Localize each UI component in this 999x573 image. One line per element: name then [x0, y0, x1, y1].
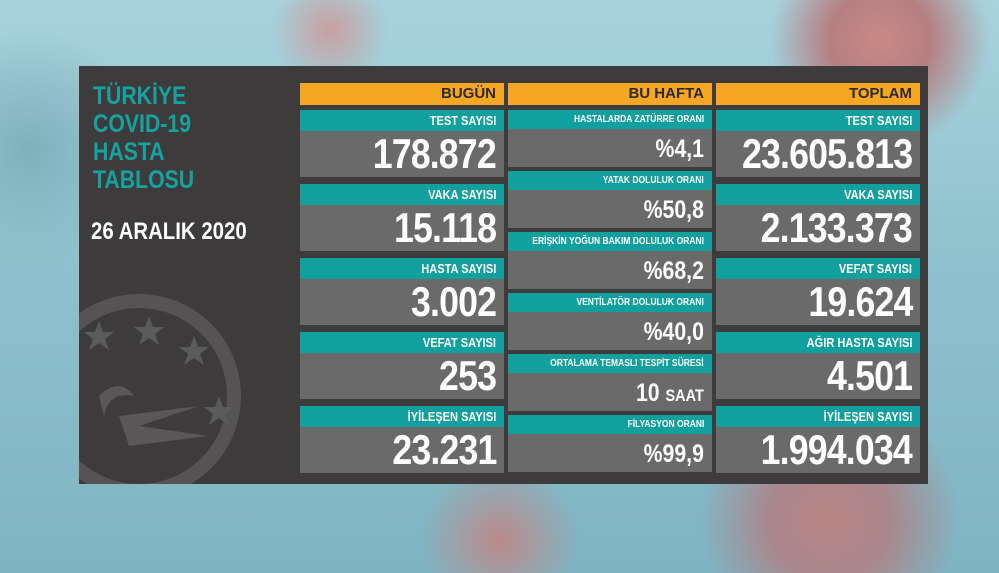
- card-value: 1.994.034: [760, 427, 913, 473]
- card-label: VEFAT SAYISI: [838, 261, 912, 276]
- report-date: 26 ARALIK 2020: [91, 218, 247, 245]
- card-value-bar: %4,1: [508, 129, 712, 167]
- week-bed-card: YATAK DOLULUK ORANI %50,8: [508, 171, 712, 228]
- card-label: ORTALAMA TEMASLI TESPİT SÜRESİ: [550, 358, 704, 369]
- card-label: VEFAT SAYISI: [422, 335, 496, 350]
- card-label-bar: VAKA SAYISI: [716, 184, 920, 205]
- card-label: VAKA SAYISI: [427, 187, 496, 202]
- card-label-bar: HASTALARDA ZATÜRRE ORANI: [508, 110, 712, 129]
- total-case-card: VAKA SAYISI 2.133.373: [716, 184, 920, 251]
- card-value-bar: 178.872: [300, 131, 504, 177]
- card-label-bar: İYİLEŞEN SAYISI: [716, 406, 920, 427]
- card-value: 3.002: [410, 279, 497, 325]
- card-value: 10 SAAT: [636, 373, 704, 411]
- card-value: 23.231: [391, 427, 497, 473]
- total-test-card: TEST SAYISI 23.605.813: [716, 110, 920, 177]
- week-header: BU HAFTA: [508, 83, 712, 105]
- card-value: 178.872: [372, 131, 497, 177]
- ministry-emblem-icon: [79, 294, 241, 486]
- title-line: TÜRKİYE: [93, 82, 187, 110]
- value-unit: SAAT: [665, 386, 704, 405]
- card-label-bar: ERİŞKİN YOĞUN BAKIM DOLULUK ORANI: [508, 232, 712, 251]
- card-value: %50,8: [643, 196, 704, 224]
- week-ventilator-card: VENTİLATÖR DOLULUK ORANI %40,0: [508, 293, 712, 350]
- card-label: TEST SAYISI: [429, 113, 496, 128]
- today-column: BUGÜN TEST SAYISI 178.872 VAKA SAYISI 15.1…: [300, 83, 504, 473]
- card-label-bar: TEST SAYISI: [300, 110, 504, 131]
- card-label-bar: VEFAT SAYISI: [716, 258, 920, 279]
- today-death-card: VEFAT SAYISI 253: [300, 332, 504, 399]
- card-value: %68,2: [643, 257, 704, 285]
- today-case-card: VAKA SAYISI 15.118: [300, 184, 504, 251]
- card-label: İYİLEŞEN SAYISI: [407, 409, 496, 424]
- card-label-bar: ORTALAMA TEMASLI TESPİT SÜRESİ: [508, 354, 712, 373]
- card-label-bar: HASTA SAYISI: [300, 258, 504, 279]
- card-value-bar: 23.605.813: [716, 131, 920, 177]
- total-column: TOPLAM TEST SAYISI 23.605.813 VAKA SAYISI…: [716, 83, 920, 473]
- card-value: 15.118: [393, 205, 497, 251]
- card-value-bar: 23.231: [300, 427, 504, 473]
- page-title: TÜRKİYE COVID-19 HASTA TABLOSU: [93, 82, 194, 194]
- card-label-bar: VEFAT SAYISI: [300, 332, 504, 353]
- card-label-bar: TEST SAYISI: [716, 110, 920, 131]
- card-value-bar: 1.994.034: [716, 427, 920, 473]
- card-label-bar: FİLYASYON ORANI: [508, 415, 712, 434]
- title-line: HASTA: [93, 138, 165, 166]
- week-column: BU HAFTA HASTALARDA ZATÜRRE ORANI %4,1 YA…: [508, 83, 712, 472]
- title-line: TABLOSU: [93, 166, 195, 194]
- card-value: 253: [438, 353, 497, 399]
- title-line: COVID-19: [93, 110, 192, 138]
- card-label-bar: VENTİLATÖR DOLULUK ORANI: [508, 293, 712, 312]
- card-label: VAKA SAYISI: [843, 187, 912, 202]
- total-header: TOPLAM: [716, 83, 920, 105]
- card-value: %40,0: [643, 318, 704, 346]
- value-number: 10: [636, 379, 660, 407]
- card-label: VENTİLATÖR DOLULUK ORANI: [576, 297, 704, 308]
- card-value: 2.133.373: [760, 205, 913, 251]
- today-recovered-card: İYİLEŞEN SAYISI 23.231: [300, 406, 504, 473]
- total-recovered-card: İYİLEŞEN SAYISI 1.994.034: [716, 406, 920, 473]
- card-value: 23.605.813: [741, 131, 913, 177]
- card-value-bar: 3.002: [300, 279, 504, 325]
- card-value-bar: 2.133.373: [716, 205, 920, 251]
- card-value-bar: %40,0: [508, 312, 712, 350]
- today-test-card: TEST SAYISI 178.872: [300, 110, 504, 177]
- card-value-bar: 15.118: [300, 205, 504, 251]
- card-value-bar: %99,9: [508, 434, 712, 472]
- card-value-bar: %68,2: [508, 251, 712, 289]
- card-value-bar: 4.501: [716, 353, 920, 399]
- card-label: İYİLEŞEN SAYISI: [823, 409, 912, 424]
- today-header: BUGÜN: [300, 83, 504, 105]
- card-label: AĞIR HASTA SAYISI: [806, 335, 912, 350]
- card-label: HASTA SAYISI: [420, 261, 496, 276]
- card-label: HASTALARDA ZATÜRRE ORANI: [573, 114, 704, 125]
- card-label: YATAK DOLULUK ORANI: [603, 175, 704, 186]
- week-contact-time-card: ORTALAMA TEMASLI TESPİT SÜRESİ 10 SAAT: [508, 354, 712, 411]
- week-filiation-card: FİLYASYON ORANI %99,9: [508, 415, 712, 472]
- card-value: 4.501: [826, 353, 913, 399]
- card-value: 19.624: [807, 279, 913, 325]
- card-label-bar: AĞIR HASTA SAYISI: [716, 332, 920, 353]
- today-patient-card: HASTA SAYISI 3.002: [300, 258, 504, 325]
- card-value: %4,1: [655, 135, 704, 163]
- card-label-bar: İYİLEŞEN SAYISI: [300, 406, 504, 427]
- card-label-bar: YATAK DOLULUK ORANI: [508, 171, 712, 190]
- card-label: FİLYASYON ORANI: [627, 419, 704, 430]
- card-label: TEST SAYISI: [845, 113, 912, 128]
- card-value-bar: 19.624: [716, 279, 920, 325]
- total-death-card: VEFAT SAYISI 19.624: [716, 258, 920, 325]
- card-value: %99,9: [643, 440, 704, 468]
- week-pneumonia-card: HASTALARDA ZATÜRRE ORANI %4,1: [508, 110, 712, 167]
- card-label: ERİŞKİN YOĞUN BAKIM DOLULUK ORANI: [532, 236, 704, 247]
- covid-table-panel: TÜRKİYE COVID-19 HASTA TABLOSU 26 ARALIK…: [79, 66, 928, 486]
- total-severe-card: AĞIR HASTA SAYISI 4.501: [716, 332, 920, 399]
- card-label-bar: VAKA SAYISI: [300, 184, 504, 205]
- card-value-bar: 10 SAAT: [508, 373, 712, 411]
- week-icu-card: ERİŞKİN YOĞUN BAKIM DOLULUK ORANI %68,2: [508, 232, 712, 289]
- card-value-bar: %50,8: [508, 190, 712, 228]
- card-value-bar: 253: [300, 353, 504, 399]
